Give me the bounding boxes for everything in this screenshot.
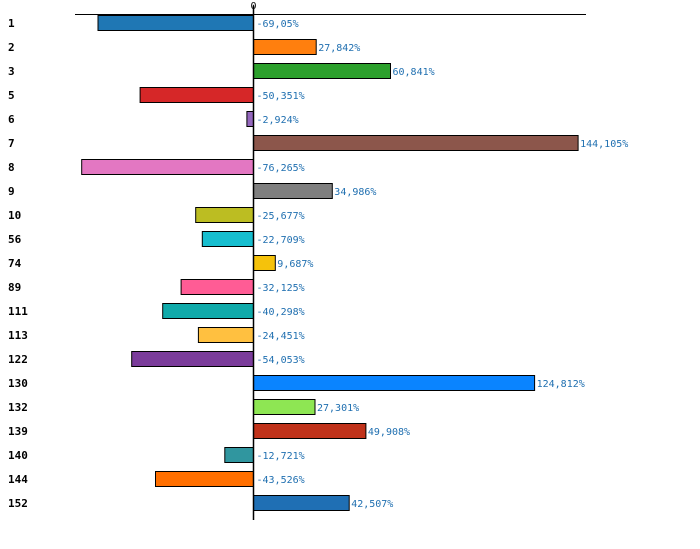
category-label-9: 9 xyxy=(8,185,15,198)
category-label-130: 130 xyxy=(8,377,28,390)
value-label-5: -50,351% xyxy=(257,91,305,102)
category-label-139: 139 xyxy=(8,425,28,438)
bar-6 xyxy=(246,111,254,127)
bars-layer xyxy=(81,15,579,511)
category-label-111: 111 xyxy=(8,305,28,318)
value-label-10: -25,677% xyxy=(257,211,305,222)
bar-9 xyxy=(253,183,333,199)
category-label-6: 6 xyxy=(8,113,15,126)
value-label-144: -43,526% xyxy=(257,475,305,486)
bar-1 xyxy=(97,15,254,31)
bar-8 xyxy=(81,159,254,175)
bar-139 xyxy=(253,423,367,439)
category-label-2: 2 xyxy=(8,41,15,54)
bar-74 xyxy=(253,255,276,271)
category-label-10: 10 xyxy=(8,209,21,222)
category-label-74: 74 xyxy=(8,257,22,270)
category-label-122: 122 xyxy=(8,353,28,366)
category-label-132: 132 xyxy=(8,401,28,414)
value-label-130: 124,812% xyxy=(537,379,585,390)
bar-113 xyxy=(197,327,254,343)
bar-122 xyxy=(131,351,254,367)
value-label-89: -32,125% xyxy=(257,283,305,294)
category-label-3: 3 xyxy=(8,65,15,78)
value-label-111: -40,298% xyxy=(257,307,305,318)
value-label-3: 60,841% xyxy=(393,67,435,78)
bar-130 xyxy=(253,375,536,391)
bar-3 xyxy=(253,63,391,79)
bar-111 xyxy=(162,303,254,319)
category-label-144: 144 xyxy=(8,473,28,486)
value-label-122: -54,053% xyxy=(257,355,305,366)
value-label-1: -69,05% xyxy=(257,19,299,30)
category-label-89: 89 xyxy=(8,281,21,294)
bar-140 xyxy=(224,447,255,463)
bar-144 xyxy=(155,471,254,487)
bar-152 xyxy=(253,495,350,511)
value-label-152: 42,507% xyxy=(351,499,393,510)
category-label-1: 1 xyxy=(8,17,15,30)
value-label-56: -22,709% xyxy=(257,235,305,246)
bar-89 xyxy=(180,279,255,295)
value-label-6: -2,924% xyxy=(257,115,299,126)
bar-7 xyxy=(253,135,579,151)
value-label-9: 34,986% xyxy=(334,187,376,198)
category-label-152: 152 xyxy=(8,497,28,510)
zero-tick-label: 0 xyxy=(250,1,256,12)
category-label-56: 56 xyxy=(8,233,22,246)
bar-2 xyxy=(253,39,317,55)
category-label-140: 140 xyxy=(8,449,28,462)
value-label-113: -24,451% xyxy=(257,331,305,342)
value-label-139: 49,908% xyxy=(368,427,410,438)
bar-56 xyxy=(201,231,255,247)
bar-132 xyxy=(253,399,316,415)
category-label-113: 113 xyxy=(8,329,28,342)
category-label-8: 8 xyxy=(8,161,15,174)
value-label-132: 27,301% xyxy=(317,403,359,414)
labels-layer: 1 -69,05% 2 27,842% 3 60,841% 5 -50,351% 6 -2,924… xyxy=(8,17,628,510)
value-label-140: -12,721% xyxy=(257,451,305,462)
value-label-8: -76,265% xyxy=(257,163,305,174)
value-label-7: 144,105% xyxy=(580,139,628,150)
category-label-7: 7 xyxy=(8,137,15,150)
bar-5 xyxy=(139,87,255,103)
value-label-74: 9,687% xyxy=(277,259,313,270)
bar-10 xyxy=(195,207,254,223)
value-label-2: 27,842% xyxy=(318,43,360,54)
category-label-5: 5 xyxy=(8,89,15,102)
